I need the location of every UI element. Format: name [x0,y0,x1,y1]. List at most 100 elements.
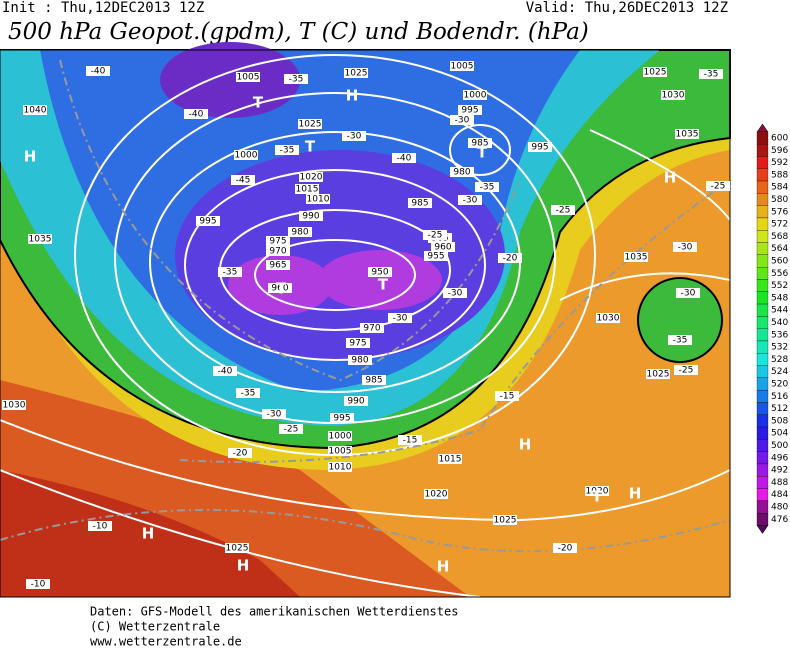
isotherm-label: -30 [347,132,362,142]
isotherm-label-box [228,448,252,458]
isotherm-label: -35 [289,75,304,85]
isobar-label: 995 [531,143,548,153]
isotherm-label: -20 [558,544,573,554]
colorbar-label: 496 [771,453,788,463]
colorbar-label: 576 [771,207,788,217]
isobar-label-box [646,369,670,379]
isobar-label-box [298,119,322,129]
pressure-system: H [519,436,532,454]
isobar-label-box [450,61,474,71]
pressure-system: H [24,148,37,166]
isobar-label-box [424,251,448,261]
colorbar-label: 516 [771,392,788,402]
colorbar-swatch [756,242,769,256]
isotherm-label: -40 [397,154,412,164]
colorbar-swatch [756,168,769,182]
colorbar-swatch [756,303,769,317]
colorbar-swatch [756,180,769,194]
colorbar-label: 524 [771,367,788,377]
isobar-label-box [431,242,455,252]
isobar-label-box [328,462,352,472]
isobar-label-box [424,489,448,499]
isobar-label: 970 [269,247,286,257]
cut-off-low [637,277,723,363]
isotherm-label-box [262,409,286,419]
isotherm-label: -20 [233,449,248,459]
colorbar-label: 480 [771,503,788,513]
isobar-label: 1015 [296,185,319,195]
isotherm-label-box [213,366,237,376]
isobar-label-box [360,323,384,333]
isobar-label-box [268,283,292,293]
colorbar-swatch [756,193,769,206]
isobar-label-box [266,260,290,270]
colorbar-swatch [756,402,769,415]
isobar-label-box [299,172,323,182]
colorbar-swatch [756,143,769,157]
colorbar-label: 572 [771,220,788,230]
isotherm-label: -45 [236,176,251,186]
isotherm-label-box [495,391,519,401]
isobar-label-box [266,246,290,256]
isobar-label-box [328,446,352,456]
isotherm-label: -10 [93,522,108,532]
isobar-label-box [225,543,249,553]
footer-line: Daten: GFS-Modell des amerikanischen Wet… [90,605,458,619]
isobar-label: 960 [271,284,288,294]
isobar-label: 1030 [662,91,685,101]
colorbar-swatch [756,156,769,169]
isobar-label-box [344,396,368,406]
colorbar-swatch [756,340,769,354]
isotherm-label-box [279,424,303,434]
isotherm-label-box [236,388,260,398]
colorbar-label: 556 [771,269,788,279]
pressure-system: T [592,488,603,506]
map-title: 500 hPa Geopot.(gpdm), T (C) und Bodendr… [8,19,589,45]
isobar-label: 980 [351,356,368,366]
colorbar-swatch [756,254,769,268]
pressure-system: T [276,280,287,298]
colorbar-end [756,525,769,534]
pressure-system: T [253,94,264,112]
isotherm-label: -35 [223,268,238,278]
pressure-system: H [664,169,677,187]
isobar-label: 1035 [29,235,52,245]
isobar-label-box [236,72,260,82]
isobar-label-box [299,211,323,221]
map-frame [0,49,731,598]
pressure-system: H [346,87,359,105]
isotherm-label: -30 [393,314,408,324]
isotherm-label: -35 [704,70,719,80]
isobar-label-box [295,184,319,194]
colorbar-label: 596 [771,146,788,156]
colorbar-label: 564 [771,244,788,254]
isotherm-label: -30 [448,289,463,299]
colorbar-label: 548 [771,293,788,303]
isobar-label-box [438,454,462,464]
colorbar-swatch [756,377,769,391]
colorbar-label: 584 [771,183,788,193]
isotherm-label-box [673,242,697,252]
colorbar-swatch [756,488,769,501]
colorbar-swatch [756,365,769,378]
isobar-label-box [23,105,47,115]
colorbar-swatch [756,266,769,280]
colorbar-swatch [756,131,769,145]
colorbar-label: 588 [771,170,788,180]
isotherm-label-box [342,131,366,141]
isotherm-label: -35 [480,183,495,193]
pressure-system: T [378,276,389,294]
isobar-label: 985 [411,199,428,209]
isotherm-label: -30 [455,116,470,126]
isobar-label: 995 [333,414,350,424]
isotherm-label: -35 [241,389,256,399]
hot-region [0,470,300,597]
isotherm-label: -35 [673,336,688,346]
isobar-label-box [328,431,352,441]
isobar-label: 1015 [439,455,462,465]
isotherm-label-box [88,521,112,531]
isobar-label-box [346,338,370,348]
isobar-label-box [28,234,52,244]
isobar-label-box [661,90,685,100]
isotherm-label-box [443,288,467,298]
